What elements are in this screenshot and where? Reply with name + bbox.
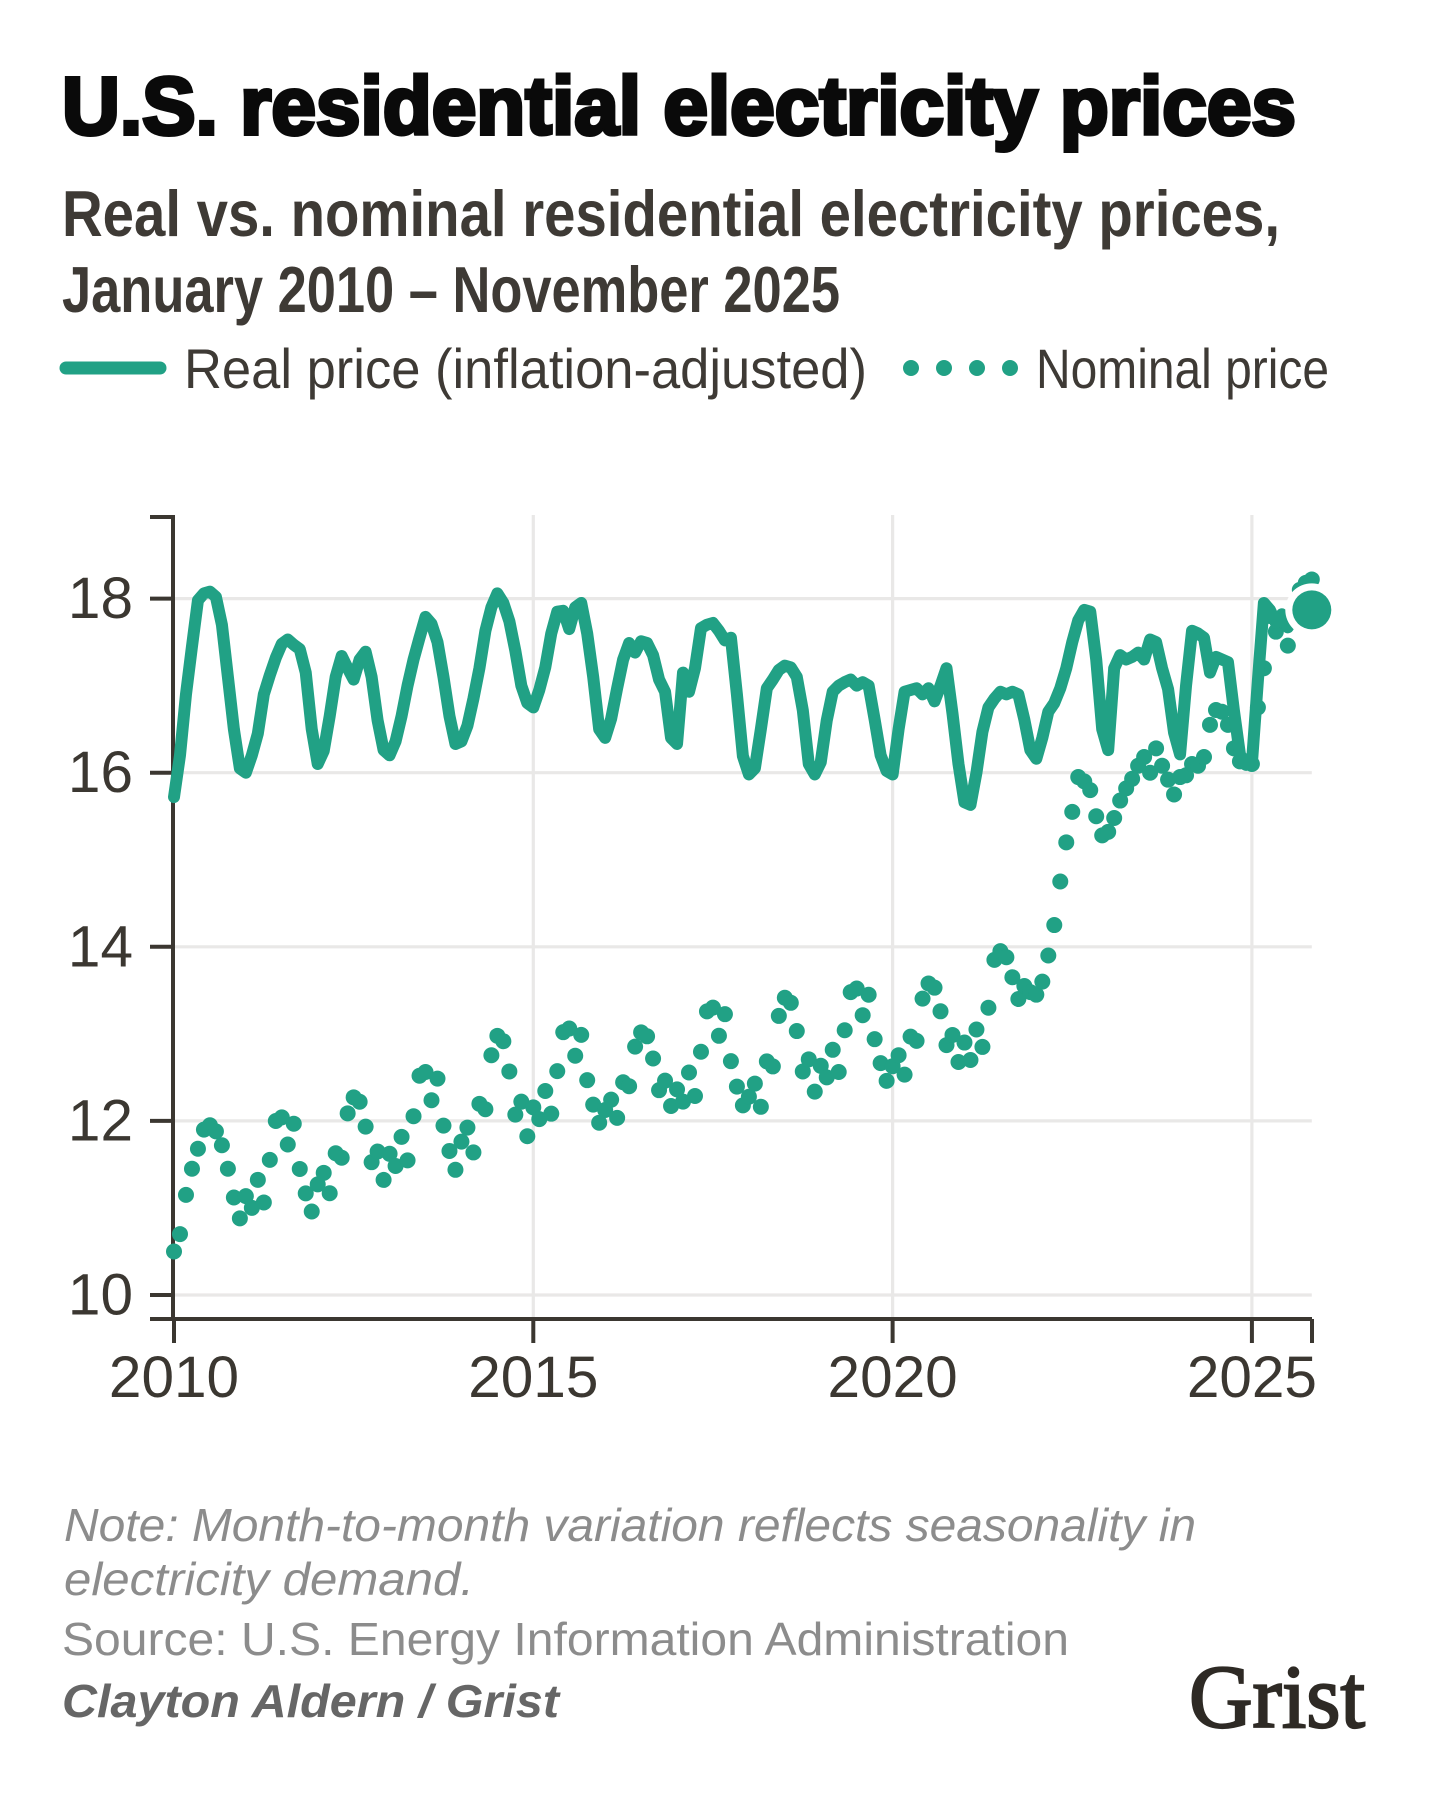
svg-text:2010: 2010 xyxy=(109,1345,239,1410)
svg-text:Real vs. nominal residential e: Real vs. nominal residential electricity… xyxy=(62,177,1280,250)
svg-text:Source: U.S. Energy Informatio: Source: U.S. Energy Information Administ… xyxy=(62,1613,1069,1665)
svg-text:Nominal price: Nominal price xyxy=(1036,337,1329,400)
svg-text:electricity demand.: electricity demand. xyxy=(64,1553,474,1605)
svg-text:2020: 2020 xyxy=(828,1345,958,1410)
svg-text:U.S. residential electricity p: U.S. residential electricity prices xyxy=(62,61,1296,152)
svg-text:14: 14 xyxy=(68,914,133,979)
svg-text:Real price (inflation-adjusted: Real price (inflation-adjusted) xyxy=(184,337,867,400)
svg-text:10: 10 xyxy=(68,1263,133,1328)
svg-text:January 2010 – November 2025: January 2010 – November 2025 xyxy=(62,253,840,326)
svg-text:2015: 2015 xyxy=(468,1345,598,1410)
svg-text:Clayton Aldern / Grist: Clayton Aldern / Grist xyxy=(62,1675,561,1727)
svg-text:12: 12 xyxy=(68,1088,133,1153)
svg-text:Grist: Grist xyxy=(1189,1648,1365,1747)
svg-text:Note: Month-to-month variation: Note: Month-to-month variation reflects … xyxy=(64,1499,1196,1551)
svg-text:2025: 2025 xyxy=(1187,1345,1317,1410)
svg-text:18: 18 xyxy=(68,566,133,631)
svg-text:16: 16 xyxy=(68,740,133,805)
